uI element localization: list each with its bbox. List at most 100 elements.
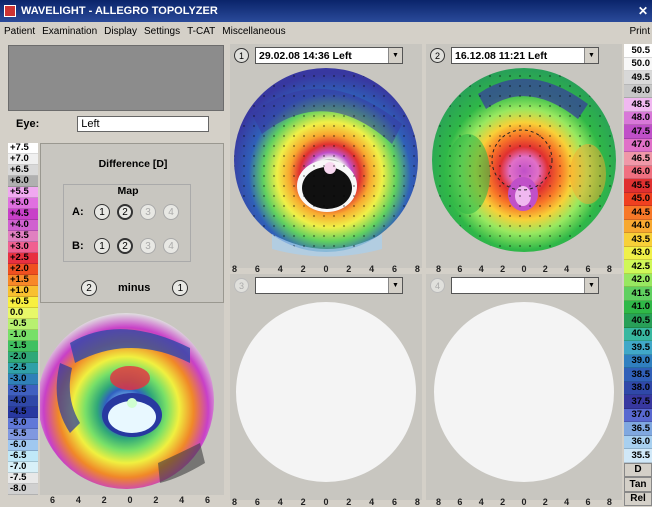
map-2-number: 2: [430, 48, 445, 63]
abs-scale-step: 41.5: [624, 287, 652, 301]
abs-scale-step: 45.0: [624, 192, 652, 206]
axis-tick-label: 8: [436, 264, 442, 274]
menu-display[interactable]: Display: [104, 25, 137, 37]
diff-scale-step: +2.0: [8, 264, 38, 275]
app-icon: [4, 5, 16, 17]
map-a-4-button[interactable]: 4: [163, 204, 179, 220]
axis-tick-label: 4: [369, 264, 375, 274]
diff-scale-step: -5.0: [8, 418, 38, 429]
axis-tick-label: 8: [232, 264, 238, 274]
axis-tick-label: 6: [457, 264, 463, 274]
abs-scale-step: 47.0: [624, 138, 652, 152]
map-b-4-button[interactable]: 4: [163, 238, 179, 254]
map-3-empty: [236, 302, 416, 482]
abs-scale-step: 37.0: [624, 408, 652, 422]
diff-scale-step: 0.0: [8, 308, 38, 319]
map-2-topography: [432, 68, 616, 252]
dropdown-arrow-icon[interactable]: ▼: [388, 278, 402, 293]
map-4-number: 4: [430, 278, 445, 293]
diff-scale-step: -1.0: [8, 330, 38, 341]
menu-tcat[interactable]: T-CAT: [187, 25, 216, 37]
diff-scale-step: -2.0: [8, 352, 38, 363]
map-row-b: B: 1 2 3 4: [72, 238, 186, 254]
abs-scale-step: 42.0: [624, 273, 652, 287]
minus-label: minus: [118, 282, 151, 294]
diff-scale-step: +5.5: [8, 187, 38, 198]
row-b-label: B:: [72, 240, 84, 252]
diff-scale-step: -2.5: [8, 363, 38, 374]
map-a-2-button[interactable]: 2: [117, 204, 133, 220]
menu-settings[interactable]: Settings: [143, 25, 181, 37]
scale-mode-rel-button[interactable]: Rel: [624, 491, 652, 506]
diff-scale-step: +5.0: [8, 198, 38, 209]
map-b-3-button[interactable]: 3: [140, 238, 156, 254]
axis-tick-label: 8: [414, 264, 420, 274]
axis-tick-label: 2: [300, 497, 306, 507]
dropdown-arrow-icon[interactable]: ▼: [584, 278, 598, 293]
menu-examination[interactable]: Examination: [42, 25, 98, 37]
abs-scale-step: 38.0: [624, 381, 652, 395]
close-icon[interactable]: ✕: [637, 4, 648, 18]
map-1-topography: [234, 68, 418, 257]
diff-scale-step: +7.5: [8, 143, 38, 154]
map-2-exam-value: 16.12.08 11:21 Left: [455, 49, 548, 62]
eye-label: Eye:: [16, 118, 40, 130]
diff-scale-step: +7.0: [8, 154, 38, 165]
diff-scale-step: -8.0: [8, 484, 38, 495]
axis-tick-label: 8: [436, 497, 442, 507]
axis-tick-label: 0: [521, 264, 527, 274]
abs-scale-step: 39.5: [624, 341, 652, 355]
map-b-2-button[interactable]: 2: [117, 238, 133, 254]
menu-miscellaneous[interactable]: Miscellaneous: [222, 25, 286, 37]
map-1-exam-select[interactable]: 29.02.08 14:36 Left ▼: [255, 47, 403, 64]
map-a-1-button[interactable]: 1: [94, 204, 110, 220]
diff-scale-step: +6.0: [8, 176, 38, 187]
axis-tick-label: 6: [50, 495, 56, 505]
abs-scale-step: 40.0: [624, 327, 652, 341]
map-3-exam-select[interactable]: ▼: [255, 277, 403, 294]
diff-scale-step: -3.0: [8, 374, 38, 385]
menu-patient[interactable]: Patient: [4, 25, 36, 37]
scale-mode-tan-button[interactable]: Tan: [624, 477, 652, 492]
map-3-panel: 3 ▼: [230, 274, 422, 500]
map-4-exam-select[interactable]: ▼: [451, 277, 599, 294]
abs-scale-step: 45.5: [624, 179, 652, 193]
subtrahend-map: 1: [172, 280, 189, 296]
axis-tick-label: 0: [521, 497, 527, 507]
dropdown-arrow-icon[interactable]: ▼: [388, 48, 402, 63]
eye-row: Eye: Left: [8, 113, 224, 135]
diff-scale-step: -7.5: [8, 473, 38, 484]
axis-tick-label: 0: [323, 264, 329, 274]
map-4-empty: [434, 302, 614, 482]
row-a-label: A:: [72, 206, 84, 218]
diff-scale-step: +6.5: [8, 165, 38, 176]
abs-scale-step: 44.0: [624, 219, 652, 233]
axis-tick-label: 4: [478, 264, 484, 274]
axis-tick-label: 6: [254, 497, 260, 507]
map-a-3-button[interactable]: 3: [140, 204, 156, 220]
menu-print[interactable]: Print: [629, 25, 650, 37]
axis-tick-label: 2: [542, 497, 548, 507]
abs-scale-step: 44.5: [624, 206, 652, 220]
scale-mode-d-button[interactable]: D: [624, 462, 652, 477]
map-2-exam-select[interactable]: 16.12.08 11:21 Left ▼: [451, 47, 599, 64]
axis-tick-label: 6: [254, 264, 260, 274]
map-1-x-axis: 8 6 4 2 0 2 4 6 8: [232, 264, 420, 274]
axis-tick-label: 2: [346, 497, 352, 507]
menu-bar: Patient Examination Display Settings T-C…: [0, 22, 652, 40]
map-selector-label: Map: [117, 185, 139, 197]
abs-scale-step: 46.0: [624, 165, 652, 179]
map-b-1-button[interactable]: 1: [94, 238, 110, 254]
diff-scale-step: +3.0: [8, 242, 38, 253]
dropdown-arrow-icon[interactable]: ▼: [584, 48, 598, 63]
axis-tick-label: 2: [500, 264, 506, 274]
diff-scale-step: -6.0: [8, 440, 38, 451]
abs-scale-step: 49.0: [624, 84, 652, 98]
abs-scale-step: 41.0: [624, 300, 652, 314]
axis-tick-label: 4: [564, 264, 570, 274]
axis-tick-label: 0: [323, 497, 329, 507]
diff-scale-step: +1.5: [8, 275, 38, 286]
axis-tick-label: 4: [277, 264, 283, 274]
diff-scale-step: +4.5: [8, 209, 38, 220]
diff-scale-step: +3.5: [8, 231, 38, 242]
